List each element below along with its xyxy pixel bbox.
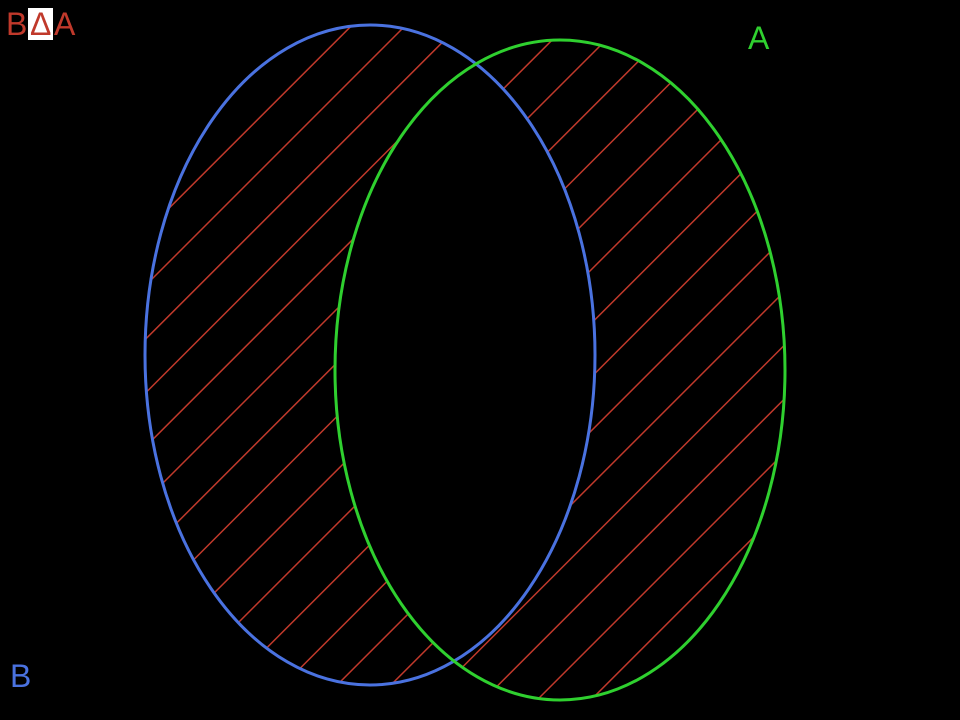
venn-diagram — [0, 0, 960, 720]
expression-a: A — [54, 8, 75, 40]
label-set-a: A — [748, 22, 769, 54]
expression-b: B — [6, 8, 27, 40]
expression-delta: Δ — [28, 8, 53, 40]
label-set-b: B — [10, 660, 31, 692]
